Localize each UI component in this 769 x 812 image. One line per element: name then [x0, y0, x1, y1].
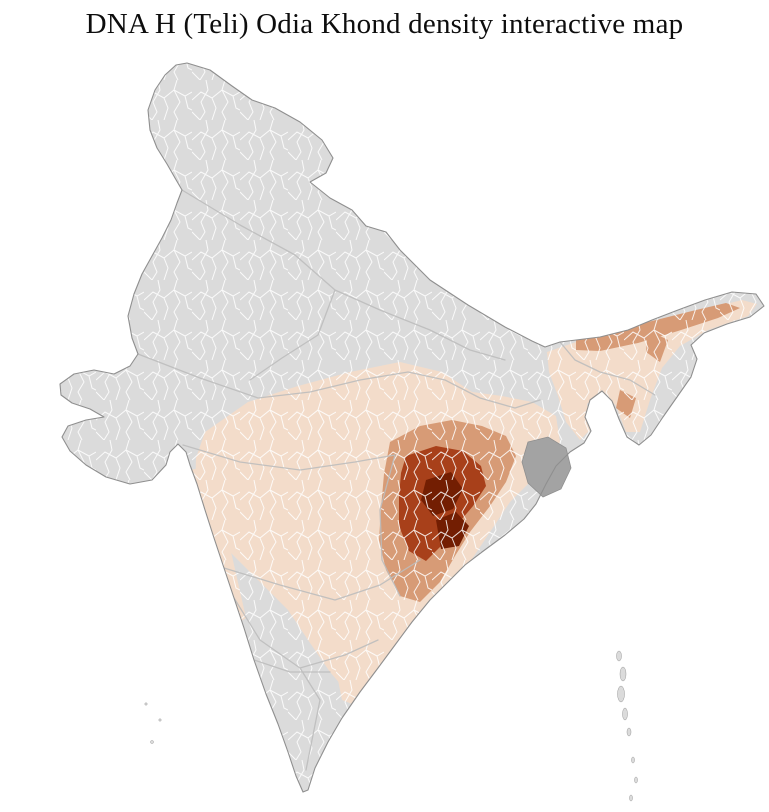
andaman-nicobar-islands[interactable]: [616, 650, 638, 802]
neighbor-region: [521, 436, 572, 498]
state-boundaries: [137, 189, 656, 771]
india-outline: [59, 62, 765, 793]
district-borders-texture: [60, 63, 764, 792]
lakshadweep-islands[interactable]: [144, 702, 162, 744]
page-title: DNA H (Teli) Odia Khond density interact…: [85, 8, 684, 40]
